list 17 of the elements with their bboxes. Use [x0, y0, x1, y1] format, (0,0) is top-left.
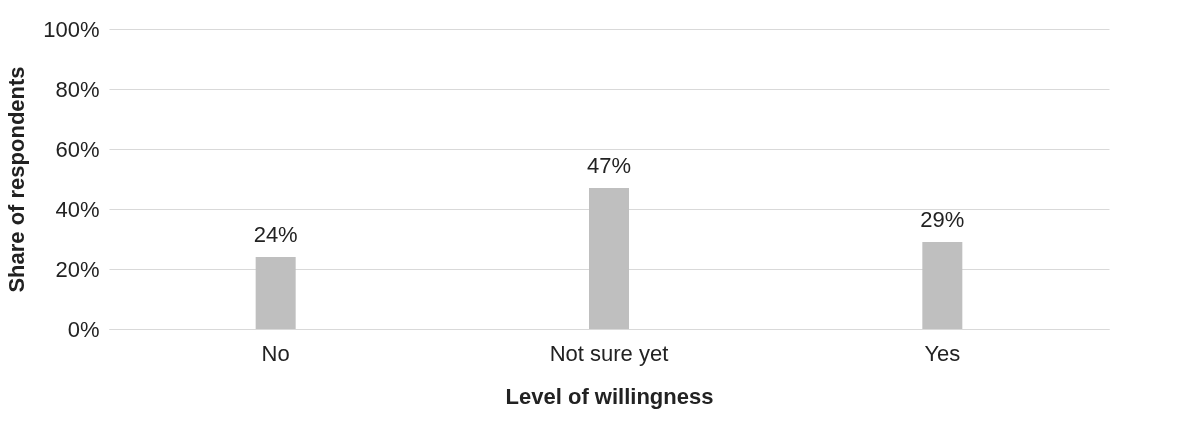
data-label: 47% [586, 153, 632, 178]
y-tick-label: 20% [55, 256, 100, 282]
y-tick-label: 40% [55, 196, 100, 222]
x-tick-label: No [261, 340, 290, 366]
bar [922, 242, 963, 329]
bar [589, 188, 629, 329]
x-tick-label: Yes [924, 340, 961, 366]
y-tick-label: 60% [55, 136, 100, 162]
y-tick-label: 0% [67, 316, 100, 342]
y-axis-title: Share of respondents [4, 66, 30, 293]
y-tick-label: 100% [43, 16, 100, 42]
data-label: 24% [253, 222, 298, 247]
x-tick-label: Not sure yet [549, 340, 669, 366]
y-tick-label: 80% [55, 76, 100, 102]
bar [255, 257, 296, 329]
x-axis-title: Level of willingness [505, 383, 714, 409]
data-label: 29% [920, 207, 965, 232]
